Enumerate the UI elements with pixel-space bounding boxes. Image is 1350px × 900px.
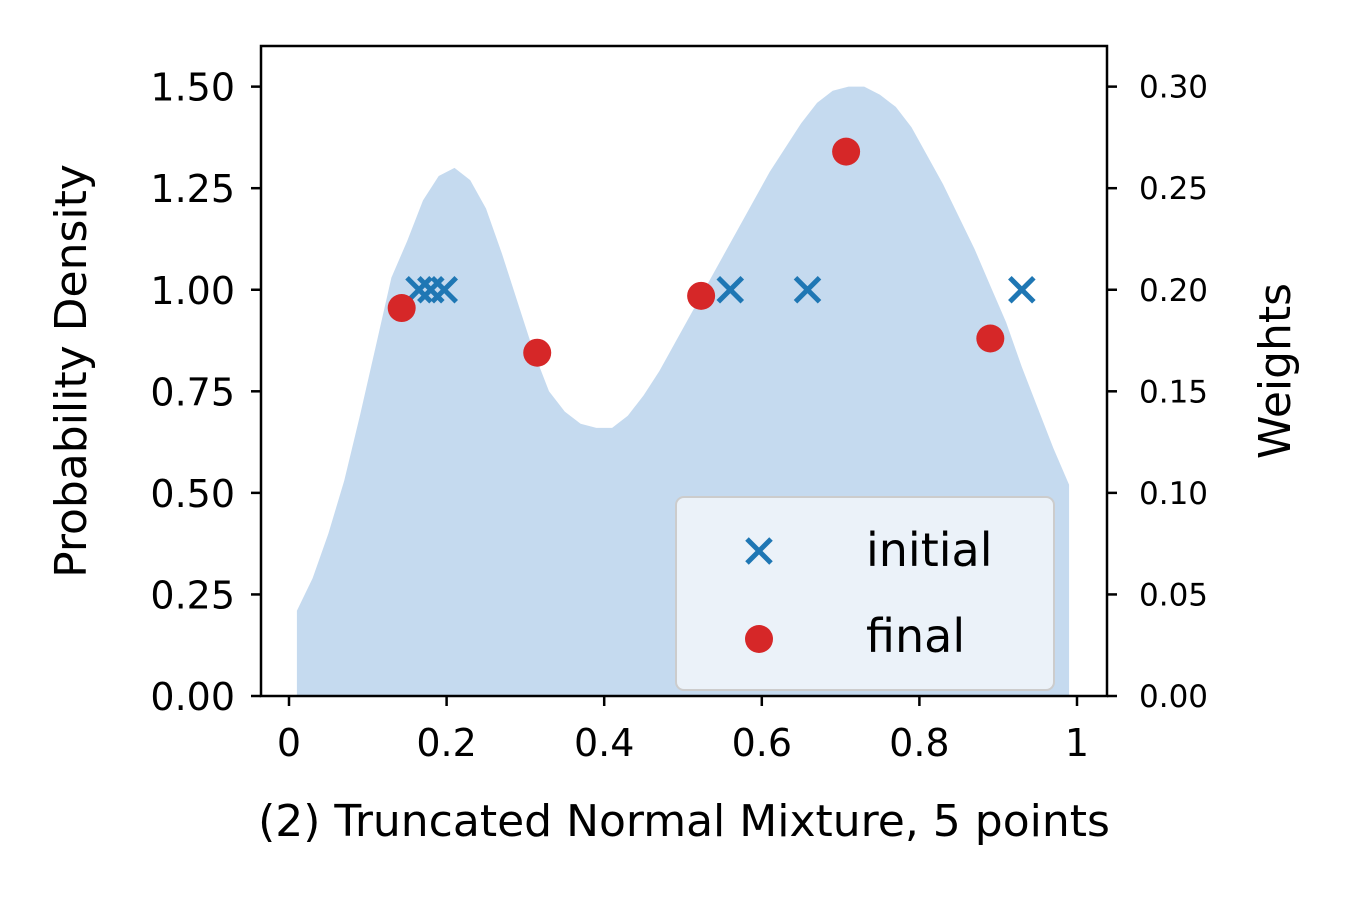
y-right-tick-label: 0.30 [1139, 70, 1208, 106]
legend-final-marker [745, 625, 773, 653]
final-point [832, 137, 861, 166]
y-left-tick-label: 1.25 [150, 167, 235, 211]
y-right-tick-label: 0.15 [1139, 374, 1208, 410]
legend: initial final [675, 496, 1055, 691]
legend-box [675, 496, 1055, 691]
x-tick-label: 1 [1065, 721, 1089, 765]
final-point [976, 324, 1005, 353]
y-right-tick-label: 0.20 [1139, 273, 1208, 309]
y-right-tick-label: 0.25 [1139, 171, 1208, 207]
legend-initial-marker [745, 537, 773, 565]
final-point [523, 338, 552, 367]
y-left-tick-label: 0.75 [150, 370, 235, 414]
initial-point [793, 275, 822, 304]
y-left-tick-label: 1.50 [150, 66, 235, 110]
y-left-tick-label: 0.50 [150, 472, 235, 516]
legend-initial-label: initial [866, 523, 993, 577]
final-point [387, 294, 416, 323]
y-right-tick-label: 0.05 [1139, 577, 1208, 613]
points-layer [387, 137, 1036, 367]
x-tick-label: 0.2 [416, 721, 476, 765]
initial-point [716, 275, 745, 304]
legend-final-dot-icon [745, 625, 773, 653]
plot-frame [259, 44, 1109, 698]
x-tick-label: 0.4 [574, 721, 634, 765]
y-left-tick-label: 1.00 [150, 269, 235, 313]
x-tick-label: 0 [277, 721, 301, 765]
x-tick-label: 0.8 [889, 721, 949, 765]
x-tick-label: 0.6 [732, 721, 792, 765]
y-right-tick-label: 0.10 [1139, 476, 1208, 512]
y-left-tick-label: 0.00 [150, 675, 235, 719]
y-left-axis-label: Probability Density [46, 164, 97, 578]
y-left-tick-label: 0.25 [150, 573, 235, 617]
y-right-tick-label: 0.00 [1139, 679, 1208, 715]
final-point [687, 281, 716, 310]
y-right-axis-label: Weights [1250, 283, 1301, 459]
x-axis-label: (2) Truncated Normal Mixture, 5 points [258, 796, 1110, 847]
ticks-layer: 0 0.2 0.4 0.6 0.8 1 0.00 0.25 0.50 0.75 1.00 1.25 1.… [150, 66, 1208, 765]
legend-final-label: final [866, 609, 965, 663]
initial-point [1008, 275, 1036, 304]
initial-point [430, 275, 459, 304]
legend-initial-x-icon [745, 537, 773, 565]
